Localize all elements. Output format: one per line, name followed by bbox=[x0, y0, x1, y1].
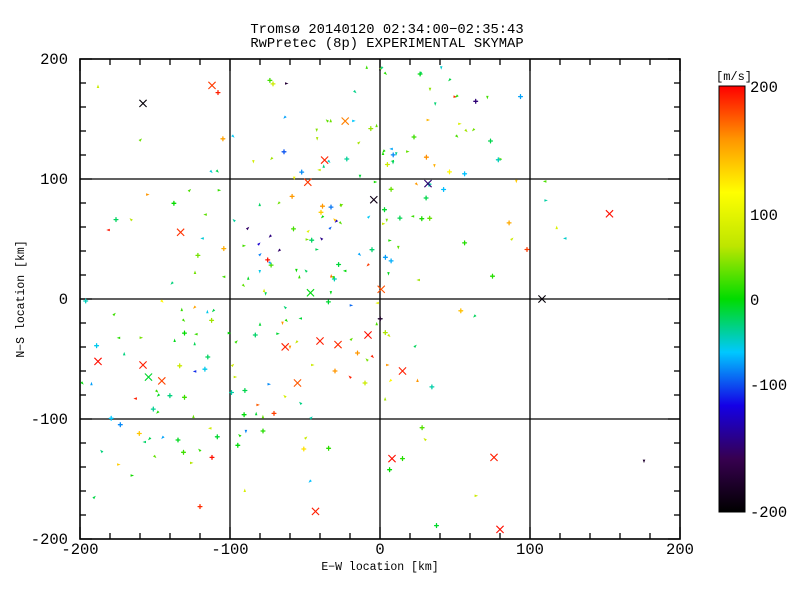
svg-text:-100: -100 bbox=[750, 377, 787, 395]
svg-text:-200: -200 bbox=[750, 504, 787, 522]
svg-text:100: 100 bbox=[40, 171, 68, 189]
svg-text:0: 0 bbox=[375, 541, 384, 559]
svg-text:-100: -100 bbox=[211, 541, 248, 559]
svg-text:0: 0 bbox=[59, 291, 68, 309]
svg-text:0: 0 bbox=[750, 292, 759, 310]
svg-text:E−W location [km]: E−W location [km] bbox=[321, 561, 438, 574]
svg-text:[m/s]: [m/s] bbox=[716, 70, 752, 84]
svg-text:100: 100 bbox=[750, 207, 778, 225]
svg-text:Tromsø 20140120 02:34:00−02:35: Tromsø 20140120 02:34:00−02:35:43 bbox=[250, 23, 523, 38]
svg-text:200: 200 bbox=[666, 541, 694, 559]
svg-text:100: 100 bbox=[516, 541, 544, 559]
svg-text:200: 200 bbox=[40, 51, 68, 69]
svg-text:N−S location [km]: N−S location [km] bbox=[15, 240, 28, 357]
svg-text:RwPretec (8p) EXPERIMENTAL SKY: RwPretec (8p) EXPERIMENTAL SKYMAP bbox=[250, 36, 523, 52]
svg-text:-200: -200 bbox=[31, 531, 68, 549]
svg-text:200: 200 bbox=[750, 79, 778, 97]
svg-text:-100: -100 bbox=[31, 411, 68, 429]
